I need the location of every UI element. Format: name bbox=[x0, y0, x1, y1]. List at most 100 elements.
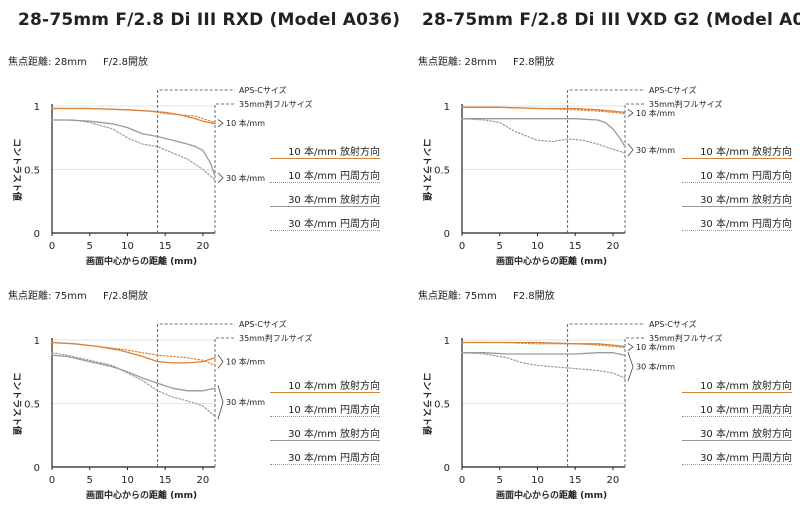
legend-item: 10 本/mm 円周方向 bbox=[682, 167, 792, 187]
mtf-panel-a063-75mm: 焦点距離: 75mm F2.8開放 0 0.5 1 0 5 10 15 20 画面中心からの距離 (… bbox=[410, 234, 800, 501]
legend-item: 30 本/mm 放射方向 bbox=[682, 425, 792, 445]
y-tick-label: 0.5 bbox=[24, 166, 40, 177]
bracket-mark bbox=[217, 385, 224, 420]
x-axis-title: 画面中心からの距離 (mm) bbox=[86, 489, 197, 501]
aperture-label: F/2.8開放 bbox=[103, 289, 148, 302]
focal-length-label: 焦点距離: 75mm bbox=[8, 289, 87, 302]
legend-item: 30 本/mm 円周方向 bbox=[270, 215, 380, 235]
y-tick-label: 0 bbox=[444, 463, 450, 474]
legend-label: 30 本/mm 放射方向 bbox=[700, 429, 792, 440]
legend-item: 10 本/mm 円周方向 bbox=[270, 167, 380, 187]
series-line bbox=[461, 352, 626, 356]
legend-swatch bbox=[682, 158, 792, 159]
focal-length-label: 焦点距離: 75mm bbox=[418, 289, 497, 302]
series-line bbox=[51, 341, 216, 364]
fullframe-boundary bbox=[624, 337, 645, 467]
fullframe-label: 35mm判フルサイズ bbox=[649, 333, 723, 343]
legend-swatch bbox=[270, 440, 380, 441]
bracket-mark bbox=[627, 109, 634, 117]
legend-label: 30 本/mm 放射方向 bbox=[288, 429, 380, 440]
legend-item: 30 本/mm 放射方向 bbox=[682, 191, 792, 211]
y-tick-label: 0 bbox=[444, 229, 450, 240]
x-tick-label: 0 bbox=[49, 475, 55, 486]
x-axis-title: 画面中心からの距離 (mm) bbox=[496, 489, 607, 501]
bracket-mark bbox=[627, 343, 634, 351]
y-axis-title: コントラスト値 bbox=[11, 372, 23, 435]
legend-label: 10 本/mm 放射方向 bbox=[288, 381, 380, 392]
frequency-annotation: 10 本/mm bbox=[226, 357, 265, 367]
fullframe-boundary bbox=[214, 103, 235, 233]
y-tick-label: 0.5 bbox=[24, 400, 40, 411]
legend-item: 30 本/mm 放射方向 bbox=[270, 191, 380, 211]
frequency-annotation: 10 本/mm bbox=[636, 108, 675, 118]
legend-item: 30 本/mm 円周方向 bbox=[270, 449, 380, 469]
x-tick-label: 5 bbox=[87, 241, 93, 252]
y-tick-label: 0 bbox=[34, 229, 40, 240]
legend-item: 10 本/mm 放射方向 bbox=[682, 143, 792, 163]
legend-swatch bbox=[270, 464, 380, 465]
x-axis-title: 画面中心からの距離 (mm) bbox=[86, 255, 197, 267]
bracket-mark bbox=[627, 352, 634, 382]
frequency-annotation: 10 本/mm bbox=[636, 342, 675, 352]
legend-label: 30 本/mm 放射方向 bbox=[700, 195, 792, 206]
lens-title-a063: 28-75mm F/2.8 Di III VXD G2 (Model A063) bbox=[422, 10, 800, 30]
legend-swatch bbox=[270, 416, 380, 417]
legend-swatch bbox=[270, 182, 380, 183]
aps-c-boundary bbox=[157, 89, 235, 233]
legend-swatch bbox=[270, 206, 380, 207]
aps-c-label: APS-Cサイズ bbox=[239, 85, 287, 95]
legend-swatch bbox=[682, 464, 792, 465]
x-tick-label: 20 bbox=[607, 475, 620, 486]
y-axis-title: コントラスト値 bbox=[421, 372, 433, 435]
focal-length-label: 焦点距離: 28mm bbox=[8, 55, 87, 68]
legend-swatch bbox=[682, 440, 792, 441]
bracket-mark bbox=[217, 119, 224, 128]
aperture-label: F2.8開放 bbox=[513, 55, 555, 68]
x-tick-label: 0 bbox=[49, 241, 55, 252]
aps-c-boundary bbox=[567, 323, 645, 467]
x-tick-label: 5 bbox=[497, 475, 503, 486]
legend-item: 30 本/mm 円周方向 bbox=[682, 215, 792, 235]
y-tick-label: 1 bbox=[34, 102, 40, 113]
legend-swatch bbox=[270, 158, 380, 159]
legend-label: 10 本/mm 円周方向 bbox=[288, 171, 380, 182]
x-tick-label: 15 bbox=[569, 241, 582, 252]
y-axis-title: コントラスト値 bbox=[421, 138, 433, 201]
legend-swatch bbox=[270, 230, 380, 231]
frequency-annotation: 30 本/mm bbox=[636, 145, 675, 155]
x-tick-label: 10 bbox=[531, 475, 544, 486]
legend-item: 30 本/mm 円周方向 bbox=[682, 449, 792, 469]
x-tick-label: 20 bbox=[197, 241, 210, 252]
legend-swatch bbox=[682, 416, 792, 417]
bracket-mark bbox=[217, 172, 224, 183]
mtf-panel-a063-28mm: 焦点距離: 28mm F2.8開放 0 0.5 1 0 5 10 15 20 画面中心からの距離 (… bbox=[410, 0, 800, 267]
frequency-annotation: 30 本/mm bbox=[226, 397, 265, 407]
series-line bbox=[461, 352, 626, 379]
series-line bbox=[51, 354, 216, 392]
legend-item: 10 本/mm 円周方向 bbox=[270, 401, 380, 421]
legend-item: 30 本/mm 放射方向 bbox=[270, 425, 380, 445]
series-line bbox=[461, 106, 626, 115]
legend-label: 30 本/mm 円周方向 bbox=[288, 219, 380, 230]
frequency-annotation: 10 本/mm bbox=[226, 118, 265, 128]
series-line bbox=[51, 107, 216, 124]
y-tick-label: 1 bbox=[34, 336, 40, 347]
series-line bbox=[461, 118, 626, 148]
x-tick-label: 15 bbox=[159, 475, 172, 486]
frequency-annotation: 30 本/mm bbox=[636, 362, 675, 372]
x-tick-label: 10 bbox=[531, 241, 544, 252]
mtf-panel-a036-75mm: 焦点距離: 75mm F/2.8開放 0 0.5 1 0 5 10 15 20 画面中心からの距離 … bbox=[0, 234, 400, 501]
legend-label: 10 本/mm 円周方向 bbox=[700, 405, 792, 416]
bracket-mark bbox=[217, 354, 224, 369]
x-tick-label: 0 bbox=[459, 241, 465, 252]
x-tick-label: 10 bbox=[121, 475, 134, 486]
x-tick-label: 15 bbox=[569, 475, 582, 486]
focal-length-label: 焦点距離: 28mm bbox=[418, 55, 497, 68]
legend-label: 10 本/mm 円周方向 bbox=[700, 171, 792, 182]
legend-label: 30 本/mm 円周方向 bbox=[700, 453, 792, 464]
x-tick-label: 5 bbox=[497, 241, 503, 252]
x-axis-title: 画面中心からの距離 (mm) bbox=[496, 255, 607, 267]
